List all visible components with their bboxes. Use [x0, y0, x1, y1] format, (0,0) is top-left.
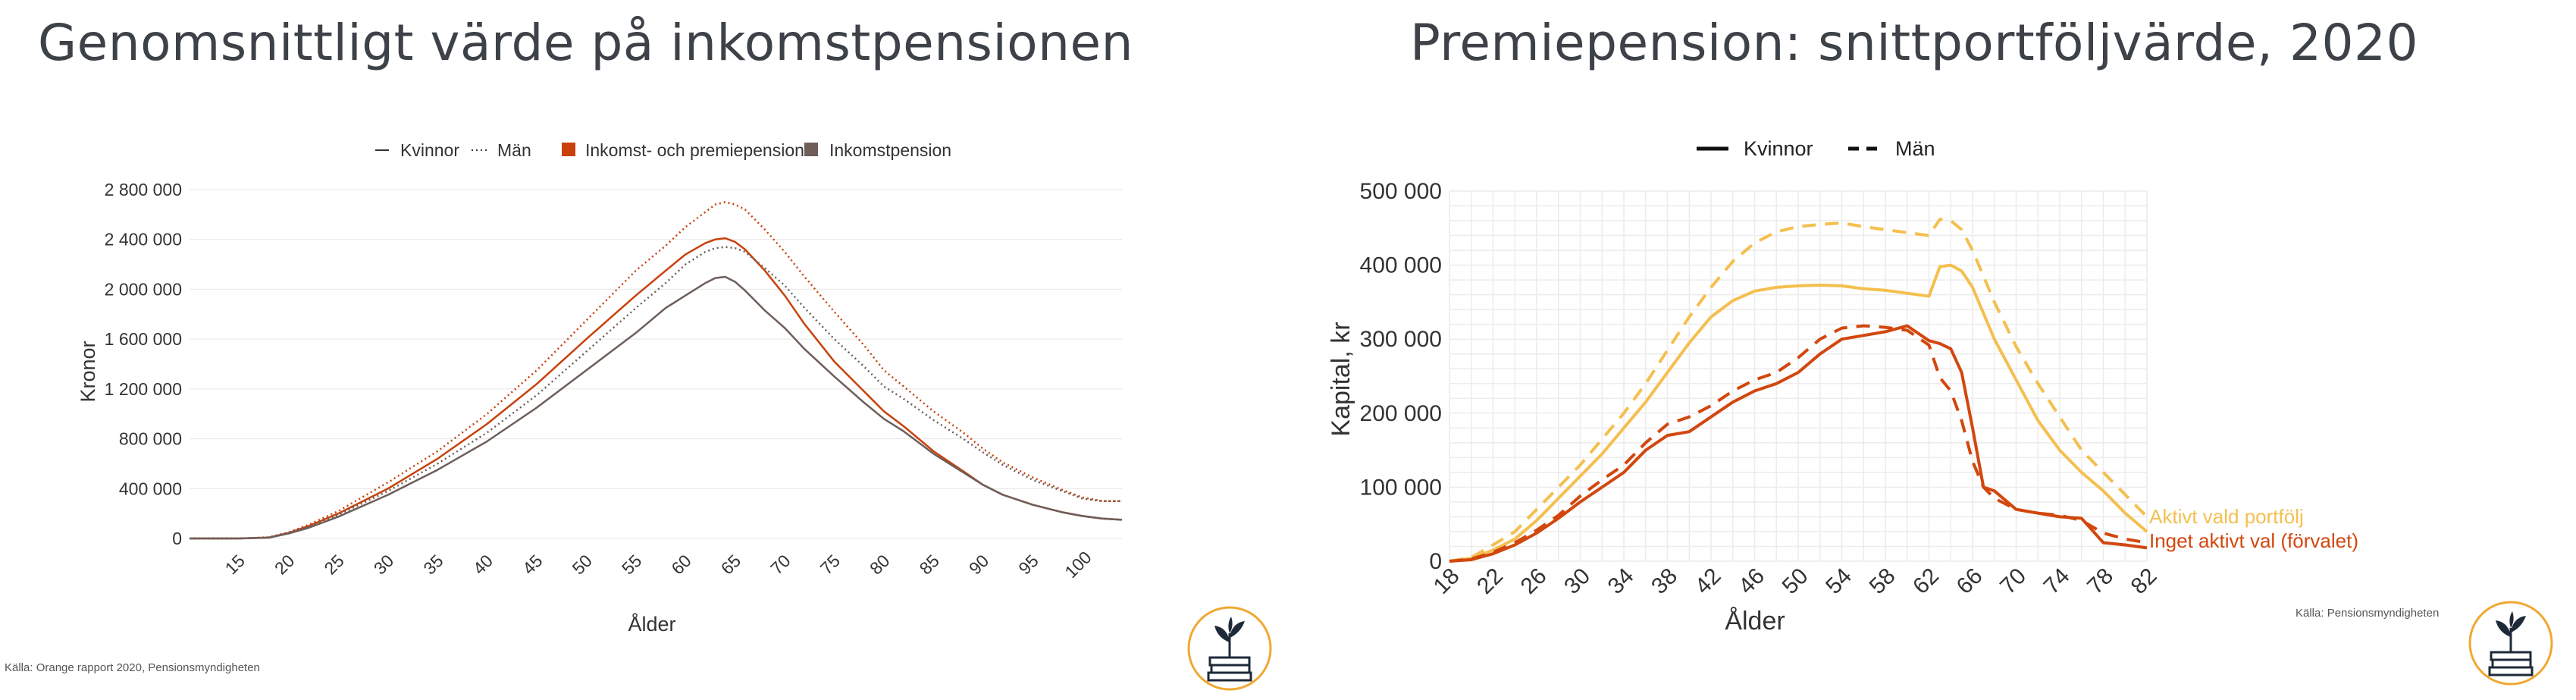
x-tick-label: 58 [1865, 563, 1901, 599]
x-tick-label: 30 [370, 551, 397, 578]
x-tick-label: 65 [717, 551, 744, 578]
annotation-aktivt-vald: Aktivt vald portfölj [2149, 505, 2304, 528]
right-y-axis-label: Kapital, kr [1327, 322, 1355, 436]
legend-swatch-gray-icon [804, 143, 818, 156]
series-line-0 [1449, 218, 2148, 563]
income-pension-chart: Kvinnor Män Inkomst- och premiepension I… [77, 140, 1123, 636]
legend-kvinnor: Kvinnor [400, 140, 459, 160]
left-x-axis-label: Ålder [628, 612, 675, 636]
x-tick-label: 95 [1014, 551, 1042, 578]
x-tick-label: 82 [2126, 563, 2162, 599]
x-tick-label: 100 [1061, 548, 1095, 582]
book-plant-logo-icon [2468, 601, 2553, 686]
x-tick-label: 38 [1647, 563, 1682, 599]
x-tick-label: 85 [915, 551, 942, 578]
x-tick-label: 60 [667, 551, 694, 578]
x-tick-label: 25 [320, 551, 347, 578]
x-tick-label: 80 [866, 551, 893, 578]
y-tick-label: 500 000 [1360, 179, 1442, 204]
y-tick-label: 300 000 [1360, 327, 1442, 352]
y-tick-label: 100 000 [1360, 475, 1442, 500]
y-tick-label: 2 400 000 [105, 230, 182, 250]
x-tick-label: 22 [1472, 563, 1508, 599]
x-tick-label: 66 [1952, 563, 1988, 599]
y-tick-label: 2 000 000 [105, 279, 182, 299]
annotation-inget-aktivt-val: Inget aktivt val (förvalet) [2149, 529, 2358, 552]
legend-man: Män [497, 140, 531, 160]
series-line-3 [190, 275, 1123, 540]
legend-inkomstpension: Inkomstpension [829, 140, 951, 160]
left-y-axis-label: Kronor [77, 341, 99, 402]
series-line-0 [190, 201, 1122, 540]
x-tick-label: 75 [816, 551, 844, 578]
x-tick-label: 15 [221, 551, 249, 578]
x-tick-label: 54 [1821, 563, 1857, 599]
y-tick-label: 800 000 [119, 429, 182, 449]
x-tick-label: 70 [766, 551, 794, 578]
x-tick-label: 45 [519, 551, 546, 578]
x-tick-label: 74 [2039, 563, 2075, 599]
left-source-note: Källa: Orange rapport 2020, Pensionsmynd… [5, 661, 260, 674]
y-tick-label: 200 000 [1360, 401, 1442, 426]
left-legend: Kvinnor Män Inkomst- och premiepension I… [375, 140, 951, 160]
x-tick-label: 90 [965, 551, 992, 578]
x-tick-label: 35 [419, 551, 447, 578]
x-tick-label: 42 [1691, 563, 1726, 599]
x-tick-label: 26 [1516, 563, 1552, 599]
y-tick-label: 1 200 000 [105, 379, 182, 399]
x-tick-label: 40 [469, 551, 497, 578]
x-tick-label: 55 [618, 551, 645, 578]
y-tick-label: 400 000 [119, 479, 182, 498]
x-tick-label: 62 [1908, 563, 1944, 599]
y-tick-label: 400 000 [1360, 253, 1442, 278]
legend-swatch-orange-icon [562, 143, 575, 156]
y-tick-label: 0 [1429, 549, 1442, 574]
left-chart-title: Genomsnittligt värde på inkomstpensionen [38, 14, 1133, 72]
series-line-1 [1449, 263, 2148, 563]
legend-man: Män [1895, 137, 1935, 160]
right-x-axis-label: Ålder [1725, 607, 1785, 636]
right-legend: Kvinnor Män [1697, 137, 1935, 160]
series-line-2 [190, 246, 1122, 540]
y-tick-label: 2 800 000 [105, 180, 182, 199]
series-line-3 [1449, 324, 2148, 563]
right-chart-title: Premiepension: snittportföljvärde, 2020 [1410, 14, 2418, 72]
x-tick-label: 30 [1559, 563, 1595, 599]
x-tick-label: 78 [2082, 563, 2118, 599]
x-tick-label: 20 [271, 551, 298, 578]
legend-inkomst-och-premie: Inkomst- och premiepension [585, 140, 804, 160]
series-line-1 [190, 237, 1123, 540]
x-tick-label: 70 [1995, 563, 2031, 599]
right-source-note: Källa: Pensionsmyndigheten [2296, 607, 2440, 620]
legend-kvinnor: Kvinnor [1744, 137, 1813, 160]
x-tick-label: 46 [1734, 563, 1769, 599]
y-tick-label: 0 [172, 529, 182, 548]
x-tick-label: 50 [569, 551, 596, 578]
premium-pension-chart: Kvinnor Män 0 100 000 200 000 300 000 400 00… [1327, 137, 2358, 636]
x-tick-label: 34 [1603, 563, 1639, 599]
x-tick-label: 50 [1778, 563, 1813, 599]
y-tick-label: 1 600 000 [105, 329, 182, 349]
book-plant-logo-icon [1187, 606, 1272, 691]
